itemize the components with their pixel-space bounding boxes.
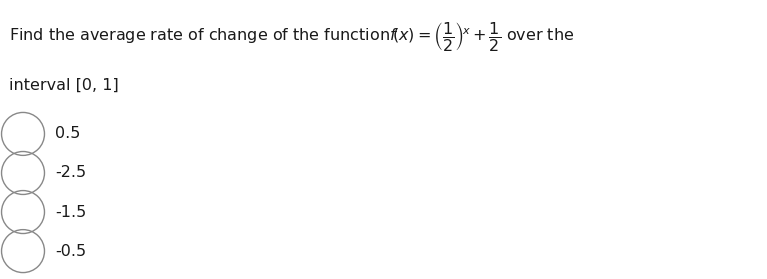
Text: Find the average rate of change of the function$f\!\left(x\right) = \left(\dfrac: Find the average rate of change of the f… xyxy=(9,20,574,52)
Text: -1.5: -1.5 xyxy=(55,205,87,220)
Text: -0.5: -0.5 xyxy=(55,244,87,259)
Text: 0.5: 0.5 xyxy=(55,126,81,141)
Text: -2.5: -2.5 xyxy=(55,165,87,181)
Text: interval [0, 1]: interval [0, 1] xyxy=(9,78,119,93)
